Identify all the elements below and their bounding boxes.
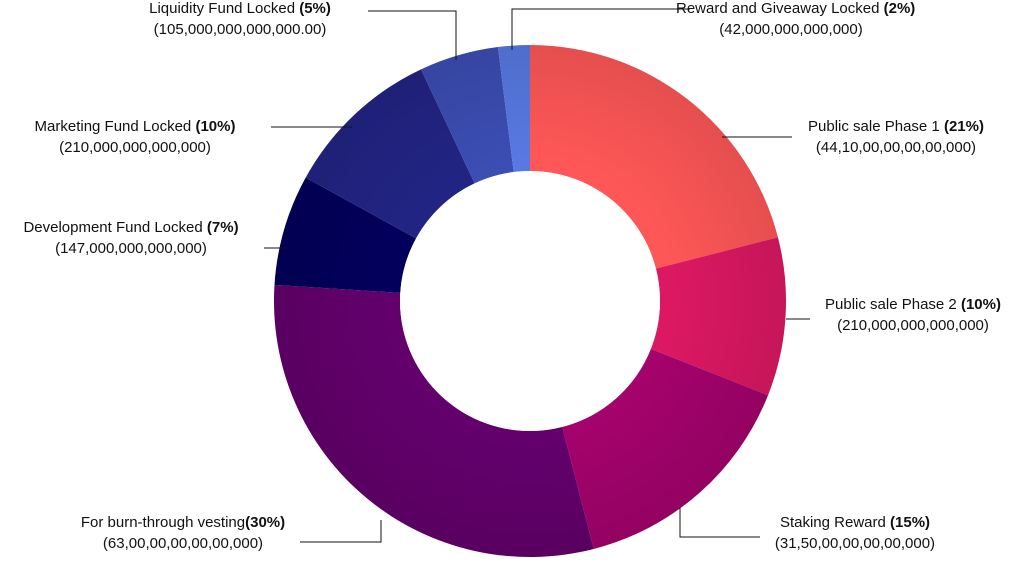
slice-percent: (10%): [195, 118, 236, 135]
slice-name: Public sale Phase 2: [825, 296, 957, 313]
slice-name: Reward and Giveaway Locked: [676, 0, 880, 17]
donut-hole: [400, 171, 660, 431]
label-public-sale-1: Public sale Phase 1 (21%) (44,10,00,00,0…: [790, 116, 1002, 158]
slice-percent: (30%): [245, 514, 286, 531]
slice-name: Staking Reward: [779, 514, 886, 531]
leader-lines: [264, 8, 810, 543]
label-marketing-fund: Marketing Fund Locked (10%) (210,000,000…: [5, 116, 265, 158]
slice-amount: (63,00,00,00,00,00,000): [102, 535, 264, 552]
slices-group: [273, 45, 786, 557]
leader-staking-reward: [679, 508, 760, 538]
label-burn-vesting: For burn-through vesting(30%) (63,00,00,…: [48, 512, 318, 554]
label-development-fund: Development Fund Locked (7%) (147,000,00…: [0, 217, 262, 259]
slice-percent: (15%): [890, 514, 931, 531]
slice-percent: (21%): [943, 118, 984, 135]
slice-percent: (7%): [206, 219, 239, 236]
leader-reward-giveaway: [511, 8, 690, 50]
slice-amount: (210,000,000,000,000): [59, 139, 211, 156]
slice-name: For burn-through vesting: [80, 514, 246, 531]
slice-amount: (105,000,000,000,000.00): [153, 21, 327, 38]
leader-burn-vesting: [300, 520, 382, 543]
slice-amount: (31,50,00,00,00,00,000): [774, 535, 936, 552]
label-liquidity-fund: Liquidity Fund Locked (5%) (105,000,000,…: [115, 0, 365, 40]
slice-name: Marketing Fund Locked: [34, 118, 192, 135]
slice-amount: (210,000,000,000,000): [837, 317, 989, 334]
slice-amount: (147,000,000,000,000): [55, 240, 207, 257]
slice-name: Development Fund Locked: [23, 219, 203, 236]
slice-amount: (42,000,000,000,000): [719, 21, 863, 38]
slice-percent: (5%): [299, 0, 331, 17]
slice-percent: (2%): [883, 0, 916, 17]
label-public-sale-2: Public sale Phase 2 (10%) (210,000,000,0…: [804, 294, 1022, 336]
label-reward-giveaway: Reward and Giveaway Locked (2%) (42,000,…: [676, 0, 915, 40]
leader-liquidity-fund: [368, 10, 457, 60]
slice-name: Liquidity Fund Locked: [149, 0, 296, 17]
slice-percent: (10%): [960, 296, 1001, 313]
slice-amount: (44,10,00,00,00,00,000): [815, 139, 977, 156]
slice-name: Public sale Phase 1: [808, 118, 940, 135]
label-staking-reward: Staking Reward (15%) (31,50,00,00,00,00,…: [745, 512, 965, 554]
